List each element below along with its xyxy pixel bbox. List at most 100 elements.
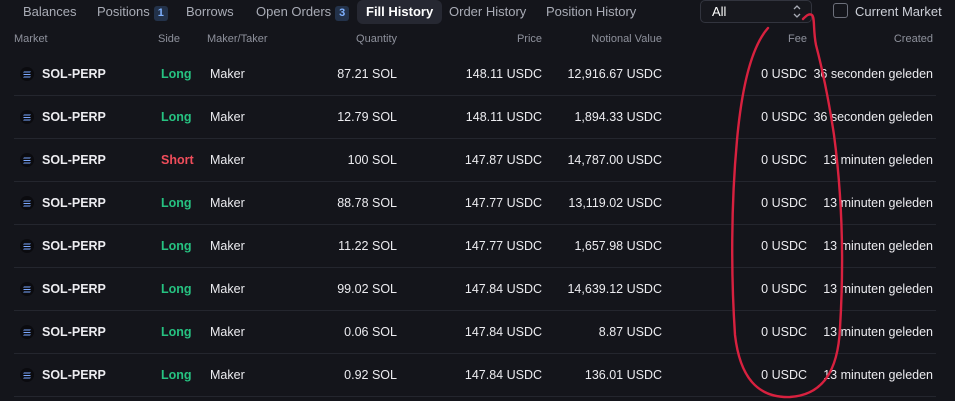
price-cell: 147.84 USDC — [464, 325, 542, 339]
created-cell: 36 seconden geleden — [813, 67, 933, 81]
market-cell: SOL-PERP — [42, 239, 106, 253]
quantity-cell: 12.79 SOL — [337, 110, 397, 124]
tab-position-history[interactable]: Position History — [537, 0, 645, 24]
side-cell: Long — [161, 67, 192, 81]
column-header-market: Market — [14, 33, 48, 45]
created-cell: 36 seconden geleden — [813, 110, 933, 124]
solana-icon — [20, 368, 34, 382]
tab-borrows[interactable]: Borrows — [177, 0, 243, 24]
tab-label: Open Orders — [256, 4, 332, 19]
created-cell: 13 minuten geleden — [823, 325, 933, 339]
table-row: SOL-PERP Long Maker 11.22 SOL 147.77 USD… — [14, 225, 936, 268]
tab-label: Balances — [23, 4, 77, 19]
created-cell: 13 minuten geleden — [823, 196, 933, 210]
tab-order-history[interactable]: Order History — [440, 0, 535, 24]
solana-icon — [20, 325, 34, 339]
notional-cell: 13,119.02 USDC — [568, 196, 662, 210]
market-cell: SOL-PERP — [42, 368, 106, 382]
notional-cell: 1,894.33 USDC — [574, 110, 662, 124]
quantity-cell: 0.06 SOL — [344, 325, 397, 339]
side-cell: Long — [161, 196, 192, 210]
tab-balances[interactable]: Balances — [14, 0, 85, 24]
price-cell: 147.84 USDC — [464, 282, 542, 296]
side-cell: Long — [161, 110, 192, 124]
price-cell: 147.77 USDC — [464, 239, 542, 253]
solana-icon — [20, 239, 34, 253]
column-header-maker-taker: Maker/Taker — [207, 33, 268, 45]
price-cell: 147.77 USDC — [464, 196, 542, 210]
solana-icon — [20, 110, 34, 124]
chevron-updown-icon — [793, 1, 801, 30]
quantity-cell: 100 SOL — [347, 153, 397, 167]
side-cell: Long — [161, 282, 192, 296]
market-cell: SOL-PERP — [42, 282, 106, 296]
notional-cell: 14,639.12 USDC — [567, 282, 662, 296]
column-header-side: Side — [158, 33, 181, 45]
filter-selected-value: All — [712, 4, 727, 19]
tab-fill-history[interactable]: Fill History — [357, 0, 443, 24]
market-cell: SOL-PERP — [42, 325, 106, 339]
market-cell: SOL-PERP — [42, 153, 106, 167]
created-cell: 13 minuten geleden — [823, 239, 933, 253]
table-row: SOL-PERP Long Maker 0.06 SOL 147.84 USDC… — [14, 311, 936, 354]
market-cell: SOL-PERP — [42, 196, 106, 210]
positions-count-badge: 1 — [153, 6, 168, 21]
notional-cell: 8.87 USDC — [598, 325, 662, 339]
table-row: SOL-PERP Long Maker 12.79 SOL 148.11 USD… — [14, 96, 936, 139]
maker-taker-cell: Maker — [210, 196, 245, 210]
created-cell: 13 minuten geleden — [823, 368, 933, 382]
notional-cell: 136.01 USDC — [584, 368, 662, 382]
tab-label: Fill History — [366, 4, 434, 19]
current-market-checkbox[interactable] — [833, 3, 848, 18]
market-cell: SOL-PERP — [42, 67, 106, 81]
maker-taker-cell: Maker — [210, 368, 245, 382]
side-cell: Long — [161, 368, 192, 382]
notional-cell: 14,787.00 USDC — [567, 153, 662, 167]
price-cell: 147.84 USDC — [464, 368, 542, 382]
history-tabs: Balances Positions 1 Borrows Open Orders 3… — [0, 0, 955, 24]
quantity-cell: 0.92 SOL — [344, 368, 397, 382]
solana-icon — [20, 196, 34, 210]
side-cell: Short — [161, 153, 194, 167]
side-cell: Long — [161, 325, 192, 339]
table-row: SOL-PERP Long Maker 87.21 SOL 148.11 USD… — [14, 53, 936, 96]
quantity-cell: 88.78 SOL — [337, 196, 397, 210]
tab-label: Positions — [97, 4, 150, 19]
created-cell: 13 minuten geleden — [823, 153, 933, 167]
table-row: SOL-PERP Long Maker 99.02 SOL 147.84 USD… — [14, 268, 936, 311]
maker-taker-cell: Maker — [210, 239, 245, 253]
created-cell: 13 minuten geleden — [823, 282, 933, 296]
side-filter-select[interactable]: All — [700, 0, 812, 23]
solana-icon — [20, 153, 34, 167]
table-row: SOL-PERP Short Maker 100 SOL 147.87 USDC… — [14, 139, 936, 182]
market-cell: SOL-PERP — [42, 110, 106, 124]
price-cell: 148.11 USDC — [465, 67, 542, 81]
table-row: SOL-PERP Long Maker 88.78 SOL 147.77 USD… — [14, 182, 936, 225]
notional-cell: 12,916.67 USDC — [567, 67, 662, 81]
tab-label: Borrows — [186, 4, 234, 19]
maker-taker-cell: Maker — [210, 67, 245, 81]
tab-label: Order History — [449, 4, 527, 19]
tab-open-orders[interactable]: Open Orders 3 — [247, 0, 358, 24]
tab-positions[interactable]: Positions 1 — [88, 0, 177, 24]
column-header-notional-value: Notional Value — [591, 33, 662, 45]
solana-icon — [20, 67, 34, 81]
quantity-cell: 87.21 SOL — [337, 67, 397, 81]
price-cell: 147.87 USDC — [464, 153, 542, 167]
tab-label: Position History — [546, 4, 637, 19]
column-header-created: Created — [893, 33, 933, 45]
quantity-cell: 99.02 SOL — [337, 282, 397, 296]
maker-taker-cell: Maker — [210, 110, 245, 124]
notional-cell: 1,657.98 USDC — [574, 239, 662, 253]
side-cell: Long — [161, 239, 192, 253]
open-orders-count-badge: 3 — [335, 6, 350, 21]
maker-taker-cell: Maker — [210, 153, 245, 167]
maker-taker-cell: Maker — [210, 325, 245, 339]
quantity-cell: 11.22 SOL — [338, 239, 397, 253]
column-header-price: Price — [516, 33, 542, 45]
table-header: Market Side Maker/Taker Quantity Price N… — [0, 33, 955, 51]
table-row: SOL-PERP Long Maker 0.92 SOL 147.84 USDC… — [14, 354, 936, 397]
solana-icon — [20, 282, 34, 296]
maker-taker-cell: Maker — [210, 282, 245, 296]
column-header-quantity: Quantity — [356, 33, 397, 45]
